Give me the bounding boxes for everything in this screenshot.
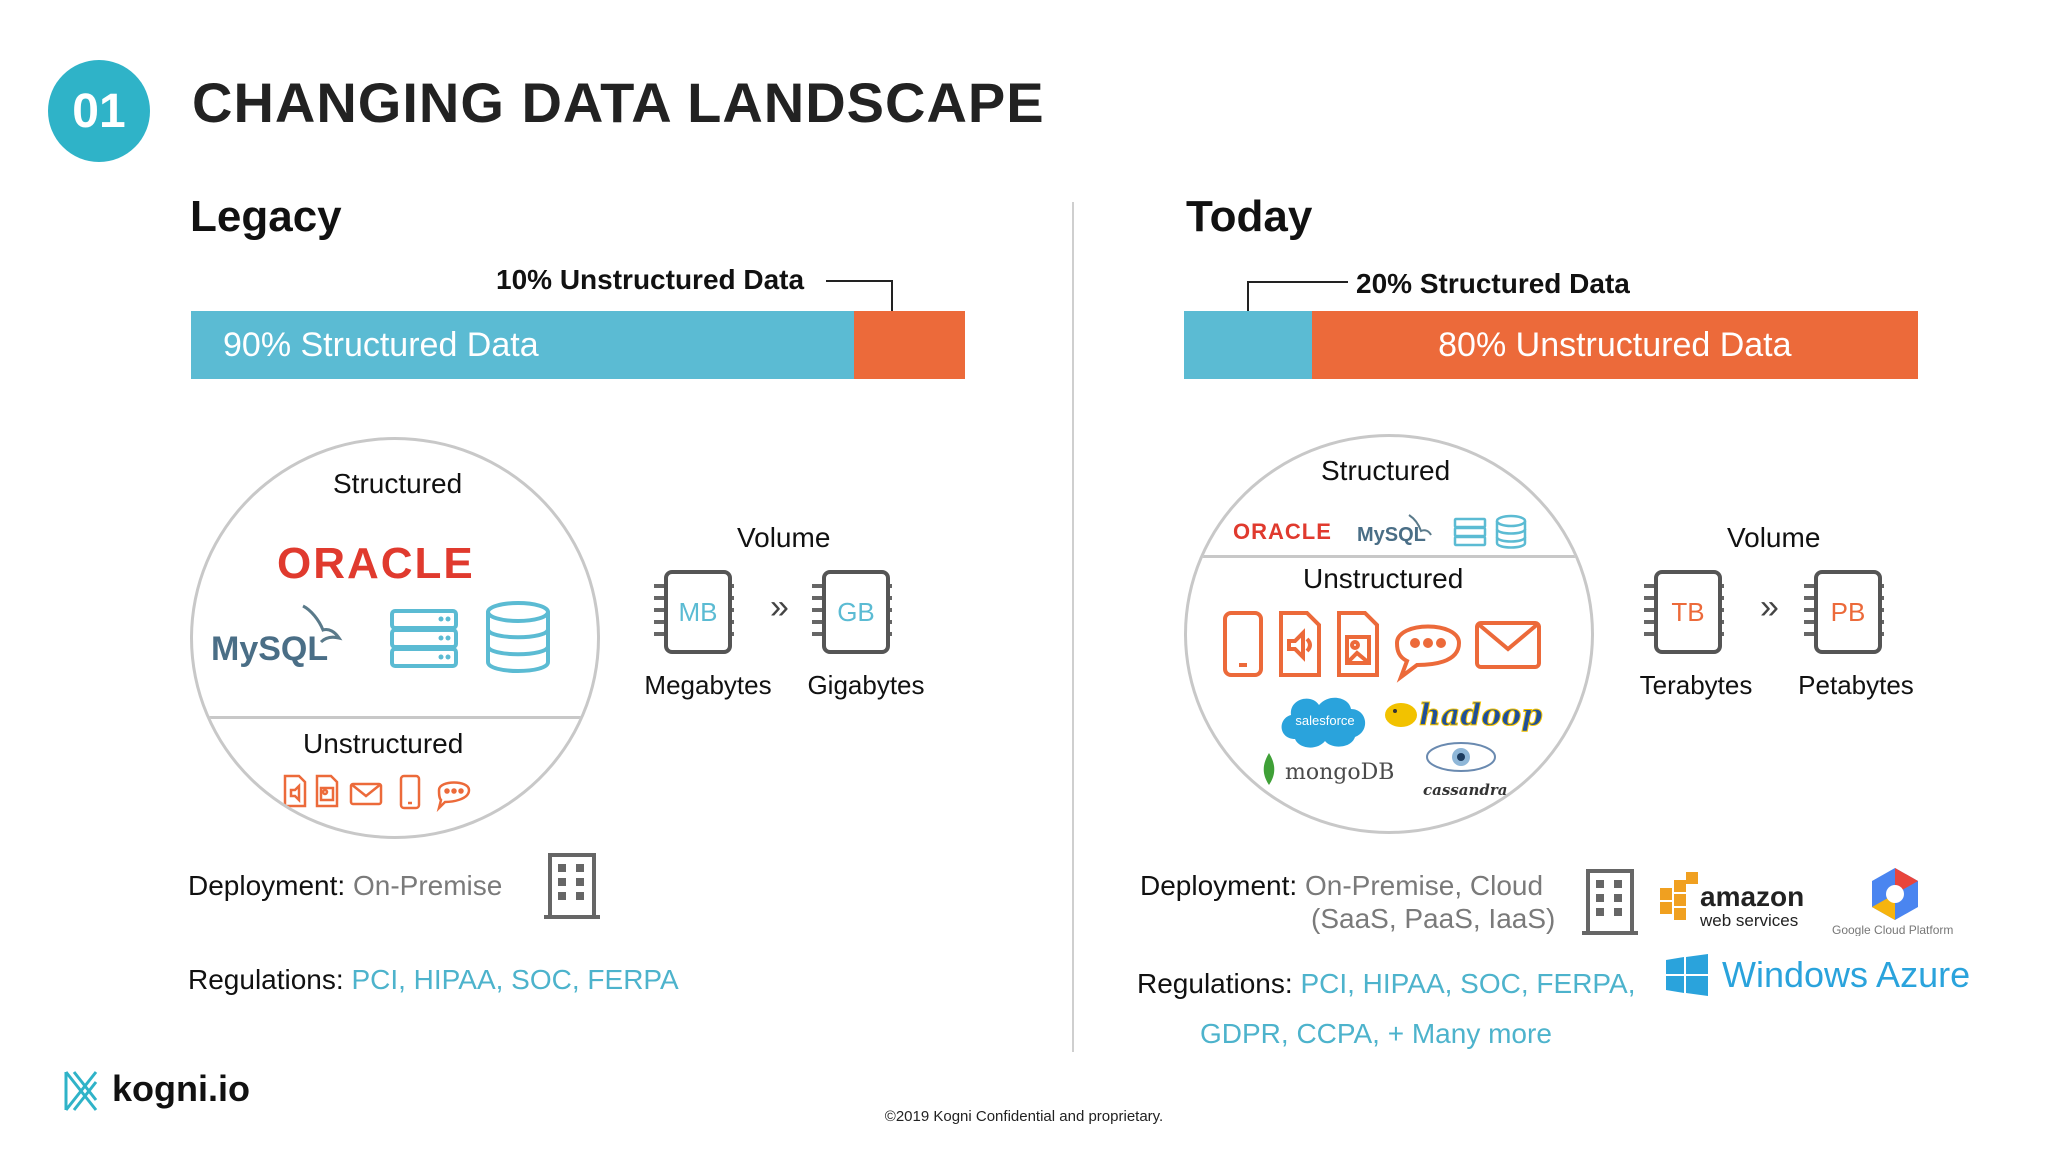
cassandra-logo: cassandra [1423,742,1507,799]
mb-chip-icon: MB [654,570,734,654]
svg-text:ORACLE: ORACLE [1233,519,1332,544]
regulations-value-line2: GDPR, CCPA, + Many more [1200,1018,1552,1049]
today-callout: 20% Structured Data [1356,268,1630,299]
volume-arrow-icon: » [770,588,789,626]
petabytes-caption: Petabytes [1798,670,1914,700]
deployment-value-line1: On-Premise, Cloud [1304,870,1544,901]
svg-text:MySQL: MySQL [1357,524,1426,546]
svg-text:Google Cloud Platform: Google Cloud Platform [1832,923,1953,936]
legacy-volume-label: Volume [737,522,831,553]
deployment-value: On-Premise [352,870,503,901]
svg-text:amazon: amazon [1700,881,1804,912]
section-divider [1072,202,1074,1052]
legacy-deployment: Deployment: On-Premise [188,870,502,902]
salesforce-logo: salesforce [1281,697,1366,748]
today-circle-divider [1187,555,1591,558]
legacy-regulations: Regulations: PCI, HIPAA, SOC, FERPA [188,964,679,996]
legacy-bar-label: 90% Structured Data [223,325,539,364]
today-unstructured-label: Unstructured [1303,563,1464,594]
svg-text:hadoop: hadoop [1419,698,1542,733]
mysql-logo: MySQL [211,604,343,668]
tb-chip-icon: TB [1644,570,1724,654]
legacy-callout: 10% Unstructured Data [496,264,805,295]
today-circle: Structured ORACLE MySQL Unstructured sal… [1184,434,1594,834]
today-data-bar: 80% Unstructured Data [1184,311,1918,379]
deployment-label: Deployment: [1140,870,1298,901]
kogni-logo-text: kogni.io [112,1068,250,1109]
today-structured-logos: ORACLE MySQL [1233,514,1527,549]
svg-text:mongoDB: mongoDB [1285,760,1394,785]
gb-chip-label: GB [822,570,890,654]
legacy-structured-segment: 90% Structured Data [191,311,855,379]
today-bar-label: 80% Unstructured Data [1438,325,1792,364]
google-cloud-logo: Google Cloud Platform [1832,868,1953,936]
azure-label: Windows Azure [1722,954,1971,995]
regulations-label: Regulations: [188,964,344,995]
legacy-structured-label: Structured [333,468,463,499]
gigabytes-caption: Gigabytes [807,670,925,700]
kogni-logo-icon [64,1071,98,1111]
today-unstructured-icons [1223,611,1541,683]
pb-chip-icon: PB [1804,570,1884,654]
terabytes-caption: Terabytes [1639,670,1753,700]
legacy-unstructured-label: Unstructured [303,728,464,759]
svg-text:cassandra: cassandra [1423,781,1507,799]
oracle-logo: ORACLE [277,539,475,586]
building-icon [1582,869,1638,935]
legacy-heading: Legacy [190,192,342,241]
deployment-value-line2: (SaaS, PaaS, IaaS) [1311,903,1556,934]
today-heading: Today [1186,192,1313,241]
aws-logo: amazon web services [1660,872,1804,930]
windows-azure-logo: Windows Azure [1666,954,1970,996]
megabytes-caption: Megabytes [644,670,772,700]
hadoop-logo: hadoop [1385,698,1543,734]
mb-chip-label: MB [664,570,732,654]
legacy-unstructured-icons [283,774,471,812]
database-icon [486,601,550,673]
regulations-value: PCI, HIPAA, SOC, FERPA [351,964,679,995]
server-icon [390,609,458,668]
legacy-unstructured-segment [854,311,965,379]
legacy-circle-divider [193,716,597,719]
mongodb-logo: mongoDB [1263,753,1394,785]
windows-icon [1666,954,1708,996]
today-regulations: Regulations: PCI, HIPAA, SOC, FERPA, [1137,968,1635,1000]
gb-chip-icon: GB [812,570,892,654]
today-structured-segment [1184,311,1312,379]
legacy-data-bar: 90% Structured Data [191,311,965,379]
today-volume-label: Volume [1727,522,1821,553]
svg-text:web services: web services [1699,911,1798,930]
today-unstructured-segment: 80% Unstructured Data [1311,311,1918,379]
volume-arrow-icon: » [1760,588,1779,626]
svg-text:ORACLE: ORACLE [277,539,475,586]
copyright-footer: ©2019 Kogni Confidential and proprietary… [884,1108,1164,1125]
slide-number-badge: 01 [48,60,150,162]
slide-title: CHANGING DATA LANDSCAPE [192,71,1045,134]
regulations-value-line1: PCI, HIPAA, SOC, FERPA, [1300,968,1636,999]
svg-text:salesforce: salesforce [1295,713,1354,728]
today-structured-label: Structured [1321,455,1451,486]
building-icon [544,853,600,919]
svg-text:MySQL: MySQL [211,630,328,668]
today-deployment: Deployment: On-Premise, Cloud [1140,870,1543,902]
tb-chip-label: TB [1654,570,1722,654]
legacy-circle: Structured ORACLE MySQL Unstructured [190,437,600,839]
regulations-label: Regulations: [1137,968,1293,999]
pb-chip-label: PB [1814,570,1882,654]
deployment-label: Deployment: [188,870,346,901]
